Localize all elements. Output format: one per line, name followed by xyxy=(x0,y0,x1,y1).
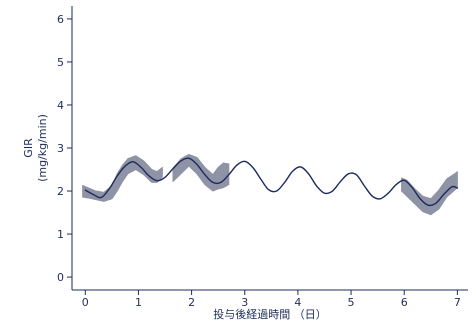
fit-line-layer xyxy=(84,157,459,207)
x-tick-label: 5 xyxy=(348,296,355,309)
observed-band-segment-3 xyxy=(401,171,458,216)
x-tick-label: 1 xyxy=(135,296,142,309)
y-tick-label: 6 xyxy=(57,13,64,26)
x-tick-label: 2 xyxy=(188,296,195,309)
y-tick-label: 0 xyxy=(57,271,64,284)
x-axis-title: 投与後経過時間 （日） xyxy=(213,307,327,321)
x-tick-label: 3 xyxy=(241,296,248,309)
observed-band-segment-2 xyxy=(172,153,230,192)
y-tick-label: 4 xyxy=(57,99,64,112)
axes-layer: 0 1 2 3 4 5 6 0 1 2 3 4 5 6 7 xyxy=(57,6,468,309)
y-tick-label: 5 xyxy=(57,56,64,69)
y-axis-title-line-1: GIR xyxy=(22,138,35,158)
fit-line xyxy=(84,157,459,207)
x-tick-label: 7 xyxy=(454,296,461,309)
observed-band-layer xyxy=(82,153,458,216)
y-tick-label: 2 xyxy=(57,185,64,198)
labels-layer: GIR (mg/kg/min) 投与後経過時間 （日） xyxy=(22,114,327,321)
y-axis-title-line-2: (mg/kg/min) xyxy=(36,114,49,182)
x-tick-label: 0 xyxy=(82,296,89,309)
x-tick-label: 4 xyxy=(294,296,301,309)
x-tick-label: 6 xyxy=(401,296,408,309)
y-tick-label: 3 xyxy=(57,142,64,155)
y-tick-label: 1 xyxy=(57,228,64,241)
